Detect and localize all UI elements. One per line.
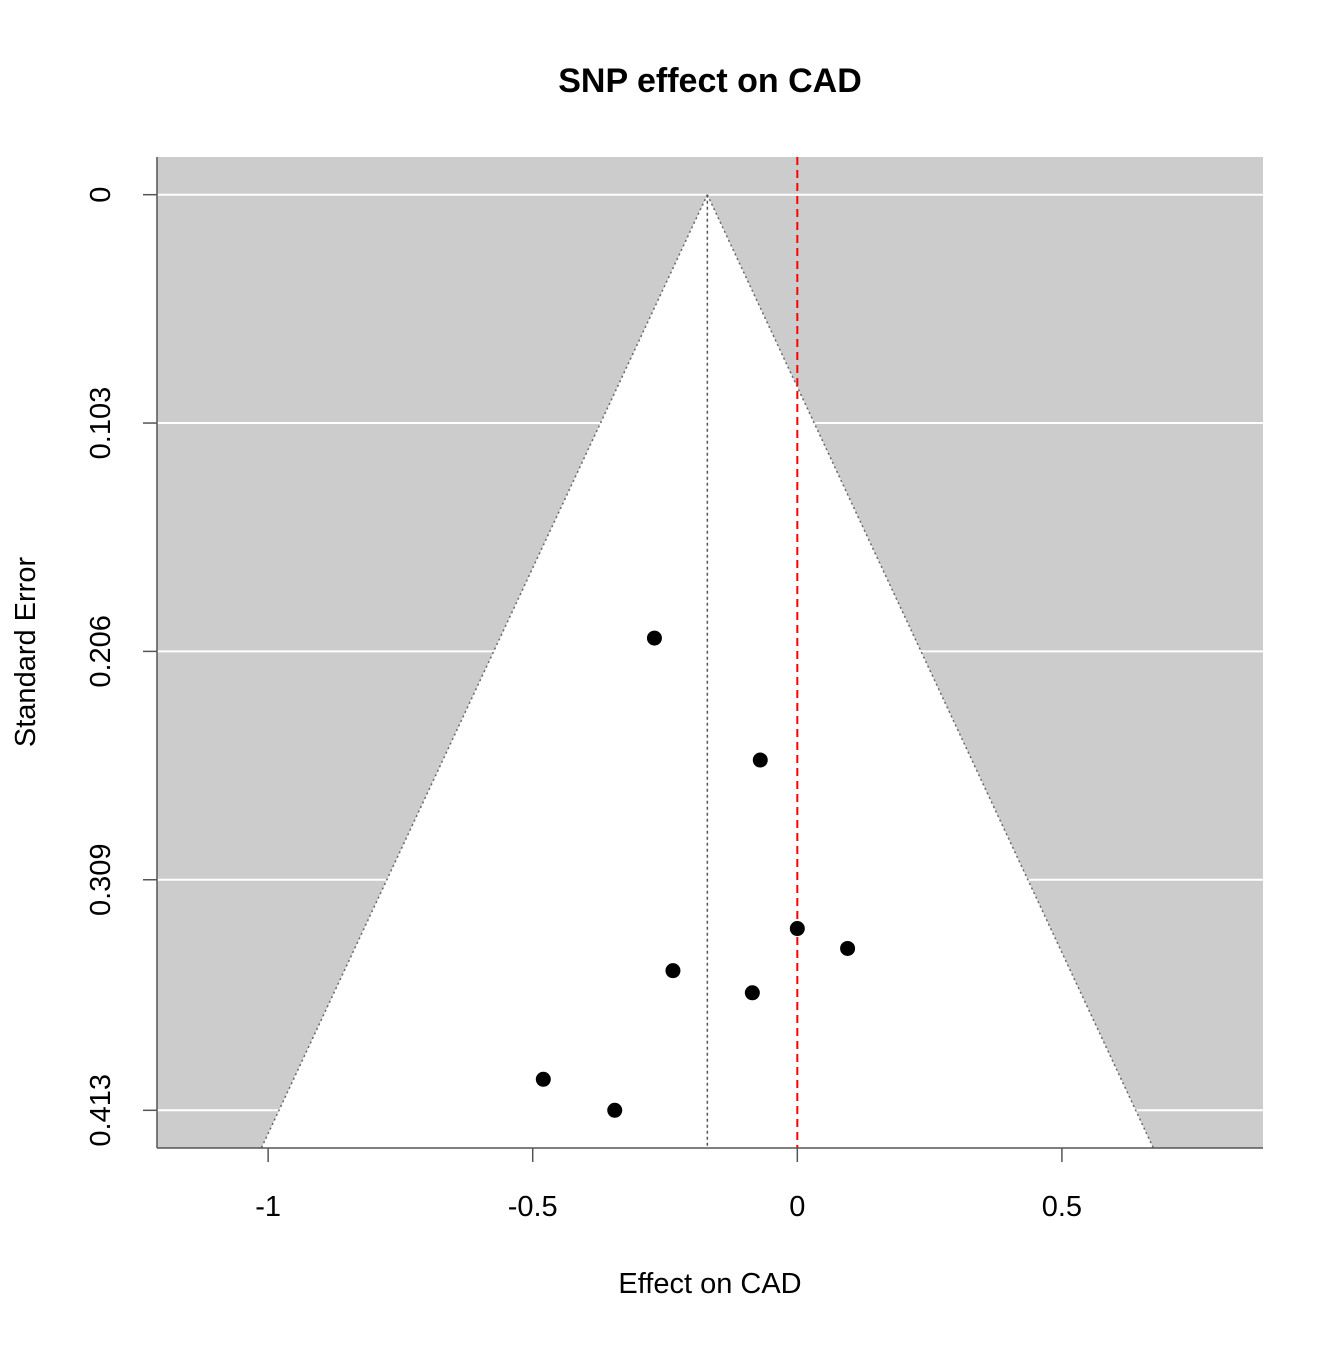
y-tick-label-1: 0.103 [85,387,117,460]
x-axis-ticks: -1 -0.5 0 0.5 [255,1148,1082,1223]
y-tick-label-0: 0 [85,187,117,203]
data-point-3 [840,940,856,956]
data-point-7 [607,1102,623,1118]
funnel-right-edge [706,194,1155,1149]
x-tick-label-2: 0 [789,1191,805,1223]
x-tick-label-0: -1 [255,1191,281,1223]
y-axis-ticks: 0 0.103 0.206 0.309 0.413 [85,187,157,1147]
data-point-0 [646,630,662,646]
funnel-region [260,157,1155,1149]
data-point-1 [752,752,768,768]
data-points [535,630,856,1118]
funnel-left-edge [260,194,709,1149]
y-tick-label-4: 0.413 [85,1074,117,1147]
data-point-6 [535,1071,551,1087]
data-point-4 [665,963,681,979]
data-point-5 [744,985,760,1001]
chart-title: SNP effect on CAD [558,62,862,100]
data-point-2 [789,921,805,937]
y-tick-label-3: 0.309 [85,843,117,916]
y-tick-label-2: 0.206 [85,615,117,688]
x-axis-label: Effect on CAD [618,1268,801,1300]
x-tick-label-3: 0.5 [1042,1191,1082,1223]
x-tick-label-1: -0.5 [508,1191,558,1223]
y-axis-label: Standard Error [10,557,42,748]
